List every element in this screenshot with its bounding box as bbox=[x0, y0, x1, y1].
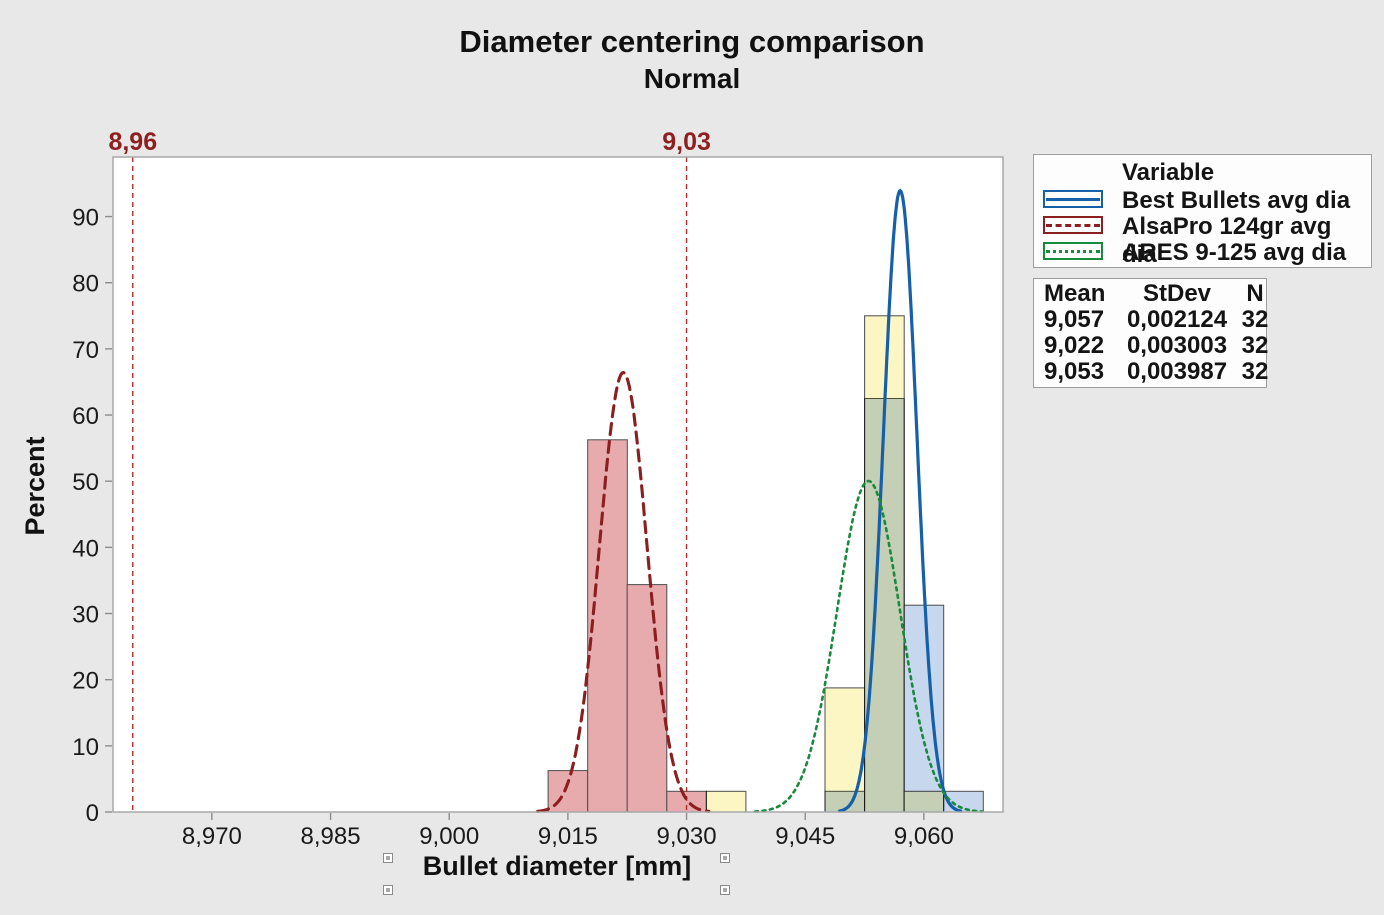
x-tick-label: 8,985 bbox=[301, 823, 361, 850]
stats-cell: 9,057 bbox=[1044, 306, 1105, 333]
selection-handle-top-right[interactable] bbox=[720, 853, 730, 863]
legend-item-label: AlsaPro 124gr avg dia bbox=[1122, 213, 1332, 268]
x-tick-label: 9,015 bbox=[538, 823, 598, 850]
selection-handle-bottom-right[interactable] bbox=[720, 885, 730, 895]
histogram-bar[interactable] bbox=[705, 790, 747, 813]
stats-panel[interactable]: Mean StDev N 9,057 0,002124 32 9,022 0,0… bbox=[1033, 278, 1268, 388]
y-tick-label: 0 bbox=[86, 800, 99, 827]
histogram-bar[interactable] bbox=[587, 439, 628, 813]
x-axis-title[interactable]: Bullet diameter [mm] bbox=[422, 851, 692, 881]
stats-cell: 0,003003 bbox=[1126, 332, 1228, 359]
normal-fit-curve[interactable] bbox=[838, 188, 963, 813]
normal-fit-curve[interactable] bbox=[753, 479, 984, 813]
selection-handle-top-left[interactable] bbox=[383, 853, 393, 863]
histogram-bar[interactable] bbox=[824, 687, 866, 813]
stats-cell: 9,053 bbox=[1044, 358, 1105, 385]
x-tick-label: 9,000 bbox=[419, 823, 479, 850]
stats-cell: 32 bbox=[1241, 332, 1269, 359]
y-tick-label: 10 bbox=[72, 734, 99, 761]
stats-cell: 32 bbox=[1241, 358, 1269, 385]
y-tick-label: 70 bbox=[72, 337, 99, 364]
stats-header-mean: Mean bbox=[1044, 280, 1106, 307]
stats-cell: 0,002124 bbox=[1126, 306, 1228, 333]
y-tick-label: 80 bbox=[72, 271, 99, 298]
legend-swatch-dotted-line-icon bbox=[1043, 242, 1103, 260]
reference-line-label: 9,03 bbox=[662, 128, 711, 156]
normal-fit-curve[interactable] bbox=[536, 370, 711, 813]
legend-item-label: ARES 9-125 avg dia bbox=[1122, 239, 1347, 266]
legend-item[interactable]: ARES 9-125 avg dia bbox=[1034, 239, 1371, 266]
y-tick-label: 20 bbox=[72, 668, 99, 695]
legend-item-label: Best Bullets avg dia bbox=[1122, 187, 1351, 214]
stats-header-n: N bbox=[1246, 280, 1264, 307]
chart-subtitle[interactable]: Normal bbox=[643, 63, 741, 94]
x-tick-label: 9,060 bbox=[894, 823, 954, 850]
histogram-bar[interactable] bbox=[903, 790, 945, 813]
legend[interactable]: Variable Best Bullets avg dia AlsaPro 12… bbox=[1033, 154, 1372, 268]
legend-swatch-solid-line-icon bbox=[1043, 190, 1103, 208]
y-tick-label: 60 bbox=[72, 403, 99, 430]
y-axis-title[interactable]: Percent bbox=[20, 436, 50, 536]
plot-frame bbox=[112, 156, 1004, 813]
legend-swatch-dashed-line-icon bbox=[1043, 216, 1103, 234]
stats-cell: 9,022 bbox=[1044, 332, 1105, 359]
selection-handle-bottom-left[interactable] bbox=[383, 885, 393, 895]
chart-title[interactable]: Diameter centering comparison bbox=[459, 24, 925, 59]
stats-cell: 0,003987 bbox=[1126, 358, 1228, 385]
reference-line-label: 8,96 bbox=[108, 128, 157, 156]
histogram-bar[interactable] bbox=[626, 584, 668, 813]
x-tick-label: 9,045 bbox=[775, 823, 835, 850]
y-tick-label: 50 bbox=[72, 469, 99, 496]
legend-item[interactable]: Best Bullets avg dia bbox=[1034, 187, 1371, 214]
legend-item[interactable]: AlsaPro 124gr avg dia bbox=[1034, 213, 1371, 268]
stats-cell: 32 bbox=[1241, 306, 1269, 333]
x-tick-label: 9,030 bbox=[657, 823, 717, 850]
y-tick-label: 90 bbox=[72, 205, 99, 232]
y-tick-label: 40 bbox=[72, 535, 99, 562]
x-tick-label: 8,970 bbox=[182, 823, 242, 850]
legend-header: Variable bbox=[1122, 159, 1215, 186]
stats-header-stdev: StDev bbox=[1142, 280, 1212, 307]
y-tick-label: 30 bbox=[72, 602, 99, 629]
